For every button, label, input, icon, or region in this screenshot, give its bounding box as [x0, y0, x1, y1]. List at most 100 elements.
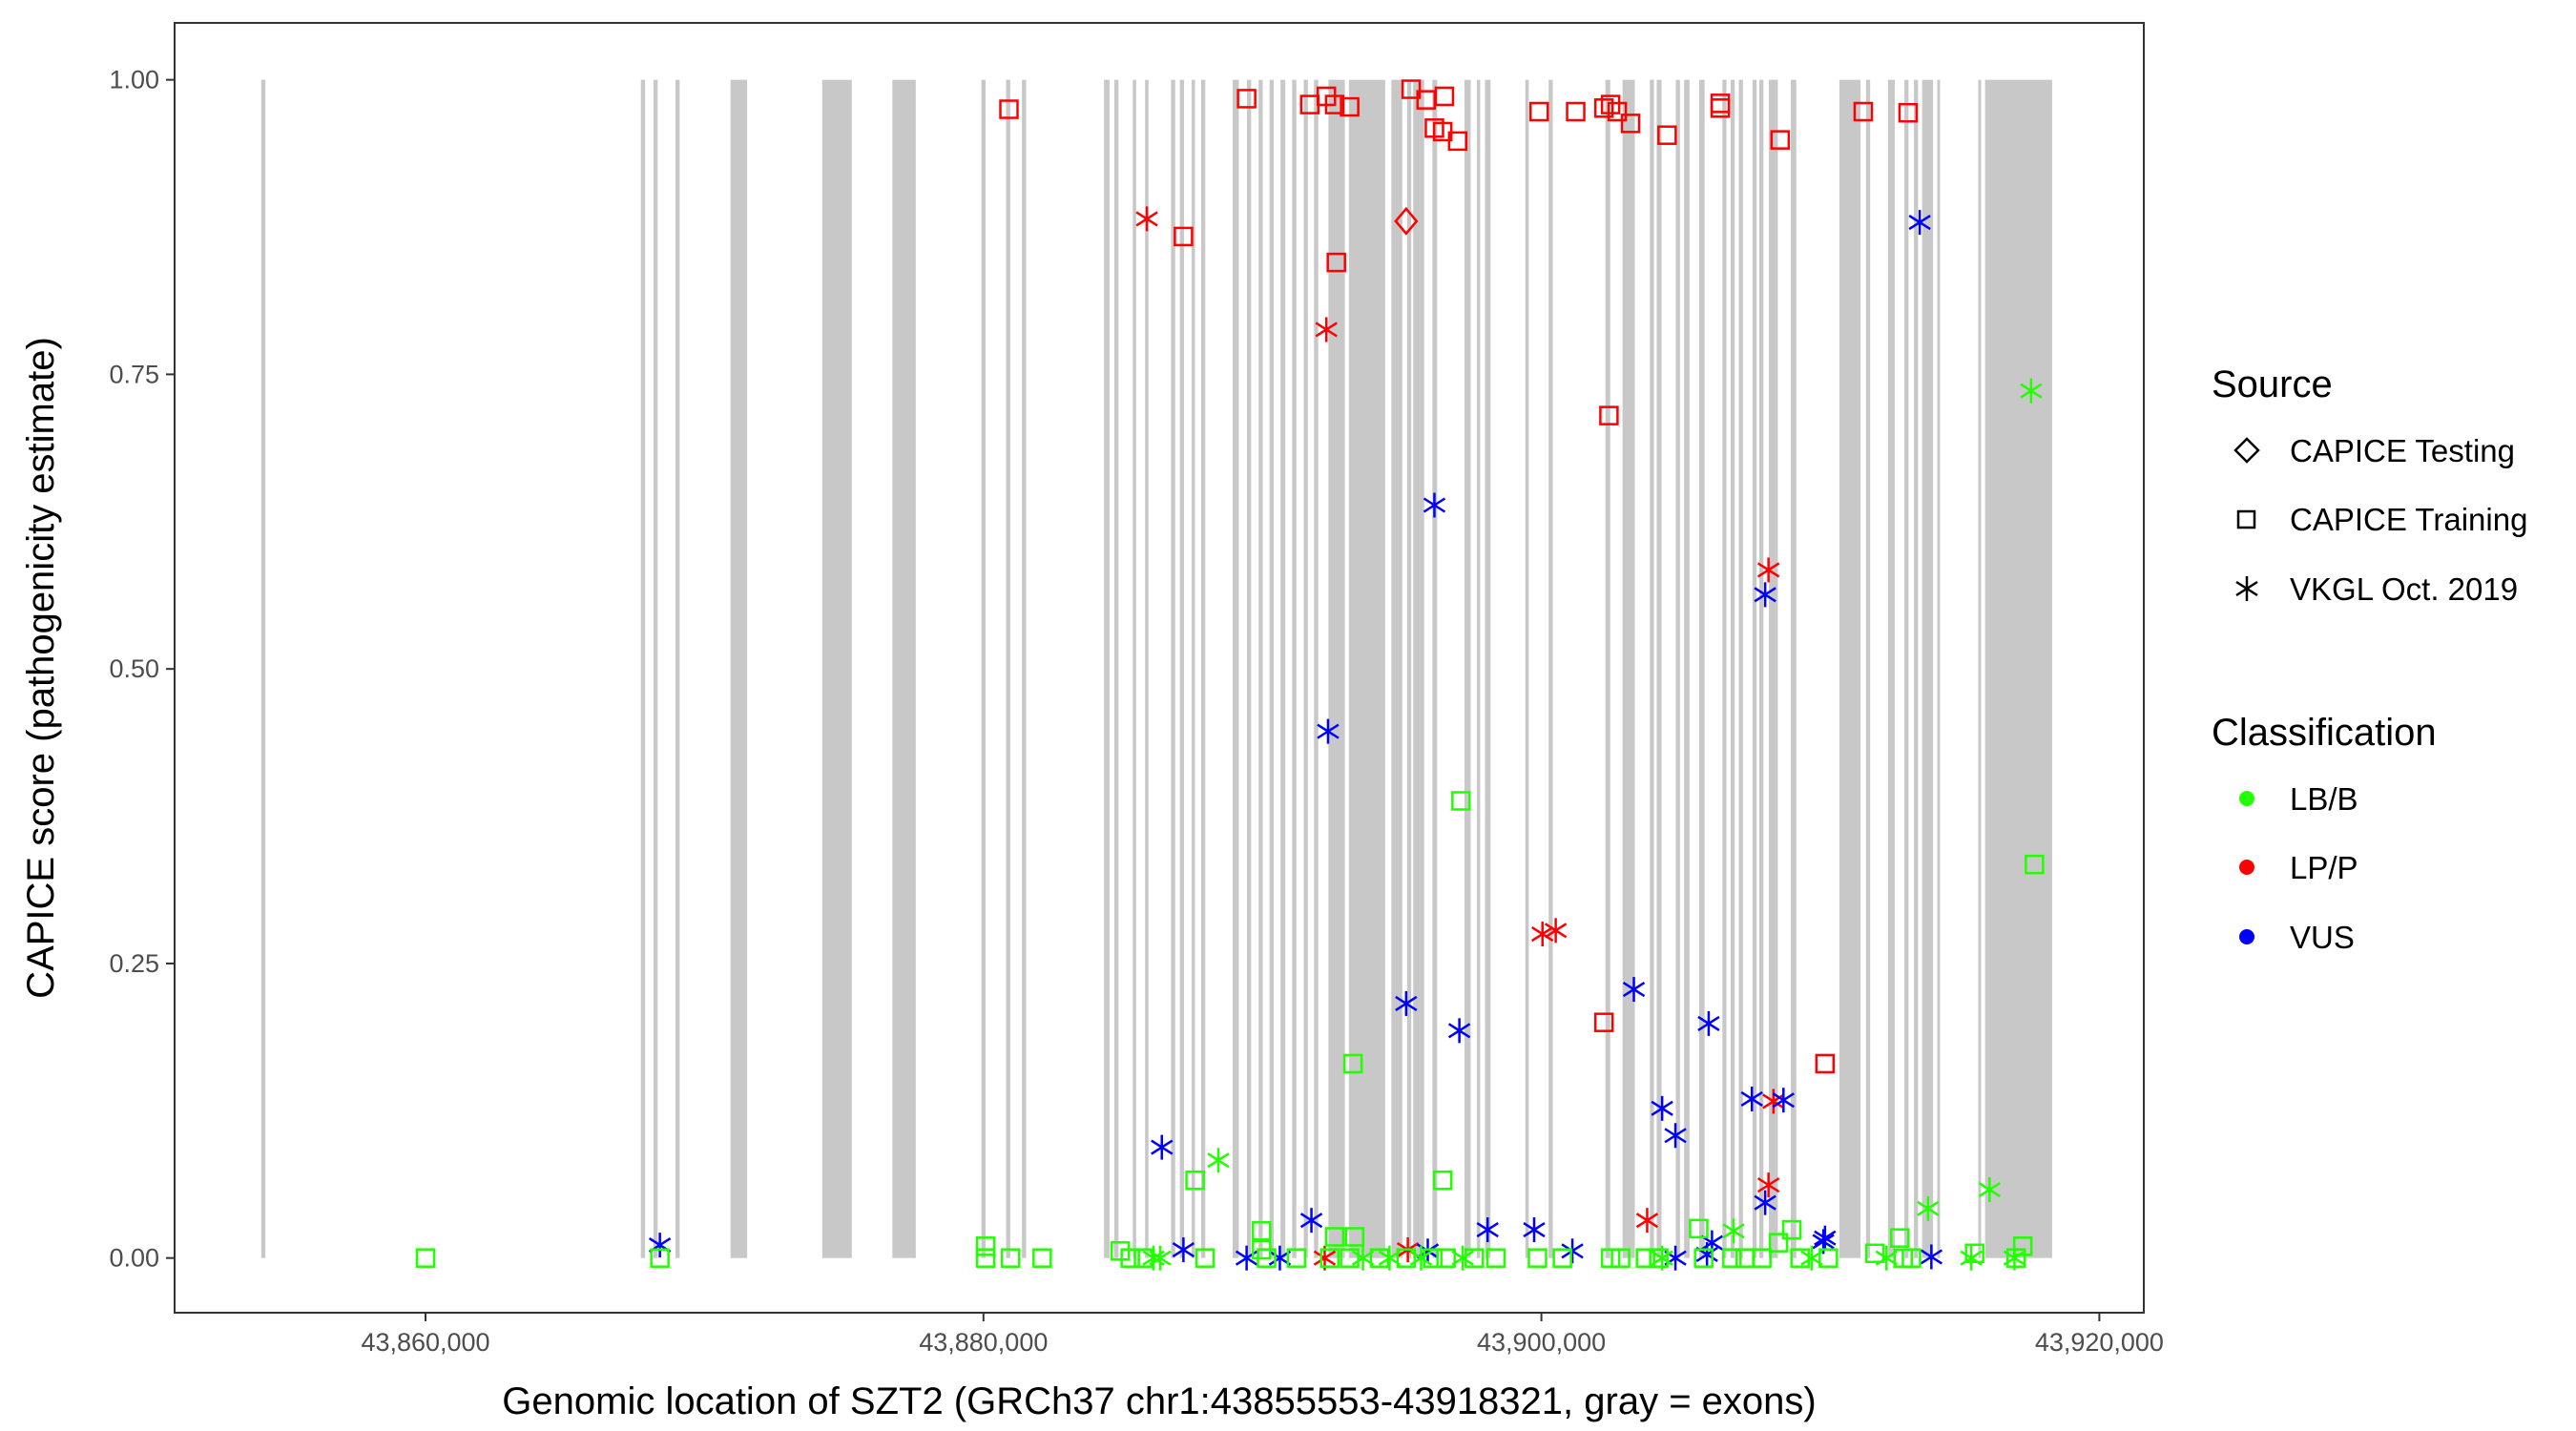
point-capice-training [1600, 94, 1621, 114]
asterisk-stroke [1476, 1221, 1499, 1238]
exon-band [1914, 79, 1919, 1258]
point-capice-training [1898, 102, 1919, 123]
exon-band [1622, 79, 1635, 1258]
point-capice-training [1432, 1170, 1453, 1191]
asterisk-stroke [1151, 1139, 1174, 1155]
point-capice-training [1593, 1012, 1614, 1032]
asterisk-stroke [1664, 1128, 1687, 1144]
point-capice-training [1133, 1248, 1153, 1268]
asterisk-stroke [1917, 1200, 1940, 1216]
legend-label-vus: VUS [2290, 920, 2355, 955]
point-vkgl [1754, 1190, 1776, 1215]
exon-band [1171, 79, 1175, 1258]
point-vkgl [1395, 990, 1418, 1016]
point-vkgl [1978, 1177, 2002, 1203]
exon-band [1200, 79, 1206, 1258]
point-capice-training [1401, 79, 1422, 99]
point-vkgl [1523, 1217, 1546, 1243]
exon-band [1738, 79, 1743, 1258]
point-vkgl [1622, 977, 1646, 1003]
exon-band [1548, 79, 1553, 1258]
point-vkgl [1697, 1010, 1720, 1036]
exon-band [1113, 79, 1119, 1258]
legend-label-lpp: LP/P [2290, 850, 2358, 885]
point-capice-training [1693, 1248, 1714, 1268]
asterisk-stroke [1695, 1246, 1718, 1263]
exon-band [1525, 79, 1529, 1258]
point-capice-training [1901, 1248, 1922, 1268]
y-tick-label: 0.75 [109, 360, 159, 388]
exon-band [1328, 79, 1345, 1258]
exon-bands [260, 79, 2052, 1258]
exon-band [1413, 79, 1424, 1258]
asterisk-stroke [1740, 1090, 1763, 1108]
point-vkgl [1756, 1172, 1780, 1198]
exon-band [1865, 79, 1871, 1258]
asterisk-stroke [1978, 1182, 2002, 1198]
exon-band [1759, 79, 1764, 1258]
asterisk-stroke [1561, 1243, 1584, 1259]
point-vkgl [1135, 206, 1158, 232]
exon-band [1684, 79, 1690, 1258]
lbb-dot-icon [2239, 791, 2254, 806]
exon-band [1839, 79, 1861, 1258]
point-vkgl [1908, 210, 1931, 236]
exon-band [1984, 79, 2052, 1258]
point-vkgl [1814, 1225, 1837, 1251]
point-capice-training [1620, 114, 1641, 134]
asterisk-stroke [1207, 1152, 1230, 1169]
point-capice-training [1447, 131, 1468, 152]
asterisk-stroke [1635, 1213, 1659, 1229]
point-capice-training [975, 1236, 996, 1256]
point-vkgl [1317, 718, 1340, 744]
exon-band [1132, 79, 1136, 1258]
asterisk-stroke [1697, 1015, 1720, 1031]
point-vkgl [1423, 492, 1446, 518]
exon-band [1922, 79, 1934, 1258]
point-capice-training [1326, 252, 1346, 273]
point-capice-training [1593, 98, 1614, 118]
point-capice-training [1110, 1241, 1131, 1261]
lpp-dot-icon [2239, 860, 2254, 875]
asterisk-stroke [1920, 1249, 1943, 1265]
point-capice-training [1790, 1248, 1810, 1268]
x-axis-ticks: 43,860,000 43,880,000 43,900,000 43,920,000 [361, 1313, 2164, 1357]
legend-label-lbb: LB/B [2290, 781, 2358, 817]
point-capice-training [1465, 1248, 1485, 1268]
asterisk-stroke [1722, 1223, 1745, 1239]
asterisk-stroke [1756, 562, 1780, 578]
asterisk-stroke [1395, 995, 1418, 1011]
point-vkgl [1544, 918, 1568, 944]
point-capice-training [1252, 1221, 1272, 1241]
point-capice-training [1889, 1228, 1910, 1248]
point-vkgl [1561, 1238, 1584, 1264]
point-capice-training [2012, 1236, 2033, 1256]
exon-band [1904, 79, 1909, 1258]
exon-band [1191, 79, 1195, 1258]
point-capice-training [1485, 1248, 1506, 1268]
point-vkgl [1740, 1086, 1763, 1111]
point-capice-training [1722, 1248, 1742, 1268]
asterisk-stroke [1622, 982, 1646, 998]
point-vkgl [1920, 1244, 1943, 1270]
x-tick-label: 43,880,000 [919, 1328, 1048, 1357]
point-capice-training [1236, 89, 1257, 109]
exon-band [821, 79, 852, 1258]
point-capice-training [1610, 1248, 1631, 1268]
legend-label-capice-training: CAPICE Training [2290, 502, 2527, 537]
asterisk-stroke [1700, 1234, 1724, 1251]
exon-band [1650, 79, 1654, 1258]
exon-band [640, 79, 646, 1258]
legend-title-source: Source [2212, 363, 2333, 405]
asterisk-stroke [1523, 1221, 1546, 1238]
exon-band [1432, 79, 1438, 1258]
point-capice-training [975, 1248, 996, 1268]
asterisk-stroke [1960, 1250, 1983, 1266]
point-vkgl [1172, 1237, 1195, 1263]
asterisk-stroke [1447, 1023, 1471, 1039]
exon-band [1292, 79, 1297, 1258]
vus-dot-icon [2239, 929, 2254, 944]
point-capice-training [1853, 101, 1874, 122]
